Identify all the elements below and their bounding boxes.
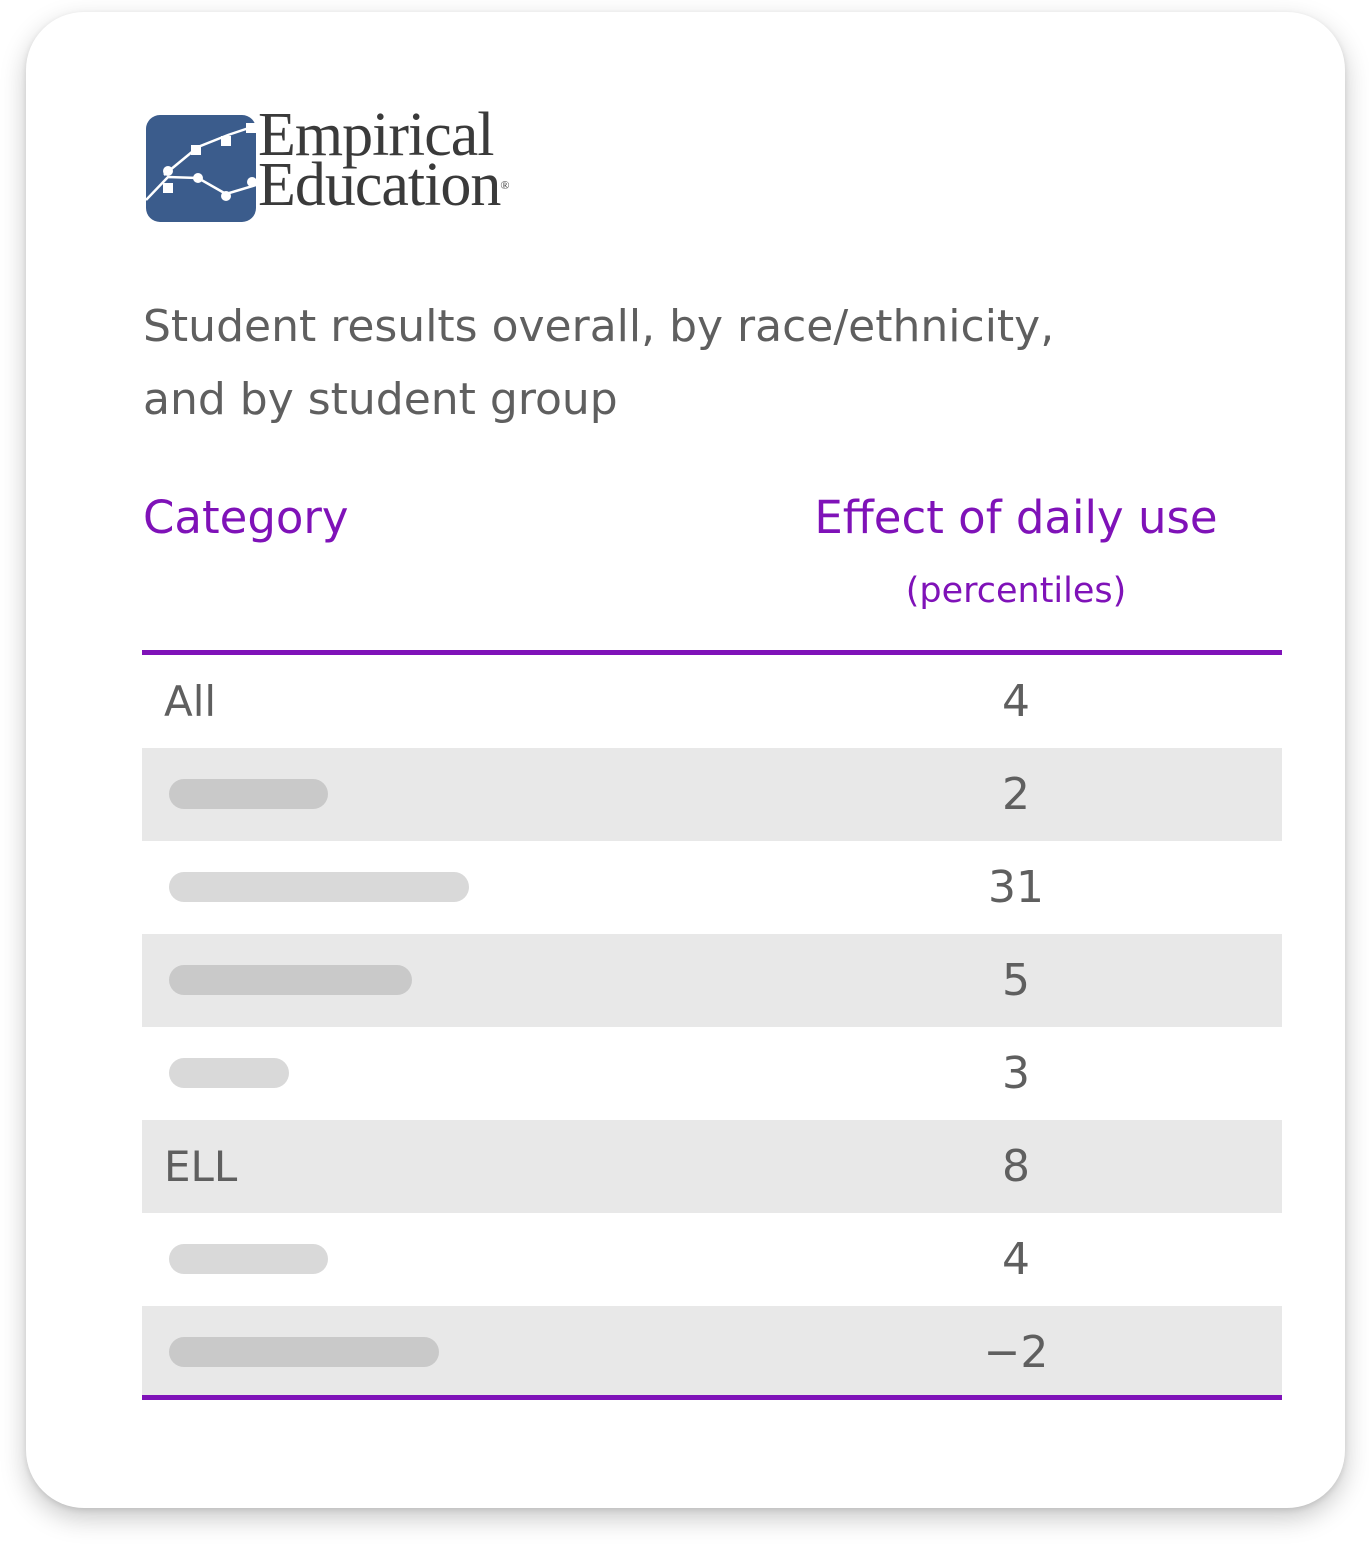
column-header-effect: Effect of daily use: [814, 491, 1218, 544]
table-subtitle: Student results overall, by race/ethnici…: [143, 290, 1243, 436]
row-effect-value: 8: [1002, 1141, 1030, 1192]
redacted-category-bar: [169, 965, 412, 995]
table-top-rule: [142, 650, 1282, 655]
redacted-category-bar: [169, 1337, 439, 1367]
row-effect-value: 5: [1002, 955, 1030, 1006]
table-row: 5: [142, 934, 1282, 1027]
logo-wordmark-line2: Education®: [258, 154, 510, 216]
results-card: Empirical Education® Student results ove…: [26, 12, 1345, 1508]
row-category: ELL: [164, 1142, 238, 1191]
table-row: 2: [142, 748, 1282, 841]
table-row: ELL 8: [142, 1120, 1282, 1213]
subtitle-line2: and by student group: [143, 374, 618, 425]
column-header-category: Category: [143, 491, 349, 544]
empirical-education-logo: Empirical Education®: [146, 101, 556, 226]
row-effect-value: 3: [1002, 1048, 1030, 1099]
redacted-category-bar: [169, 872, 469, 902]
table-row: 4: [142, 1213, 1282, 1306]
logo-wordmark-line2-text: Education: [258, 151, 501, 219]
row-category: All: [164, 677, 217, 726]
redacted-category-bar: [169, 779, 328, 809]
registered-mark: ®: [500, 178, 510, 192]
row-effect-value: −2: [983, 1327, 1049, 1378]
row-effect-value: 4: [1002, 1234, 1030, 1285]
row-effect-value: 4: [1002, 676, 1030, 727]
subtitle-line1: Student results overall, by race/ethnici…: [143, 301, 1055, 352]
results-table-body: All 4 2 31 5 3 ELL 8 4 −2: [142, 655, 1282, 1399]
logo-mark-icon: [146, 115, 256, 222]
table-row: 3: [142, 1027, 1282, 1120]
table-row: All 4: [142, 655, 1282, 748]
redacted-category-bar: [169, 1058, 289, 1088]
logo-wordmark-line1: Empirical: [258, 101, 494, 169]
redacted-category-bar: [169, 1244, 328, 1274]
column-header-effect-unit: (percentiles): [905, 571, 1127, 611]
row-effect-value: 2: [1002, 769, 1030, 820]
table-bottom-rule: [142, 1395, 1282, 1400]
table-row: −2: [142, 1306, 1282, 1399]
row-effect-value: 31: [988, 862, 1044, 913]
logo-wordmark: Empirical Education®: [258, 101, 510, 216]
table-row: 31: [142, 841, 1282, 934]
